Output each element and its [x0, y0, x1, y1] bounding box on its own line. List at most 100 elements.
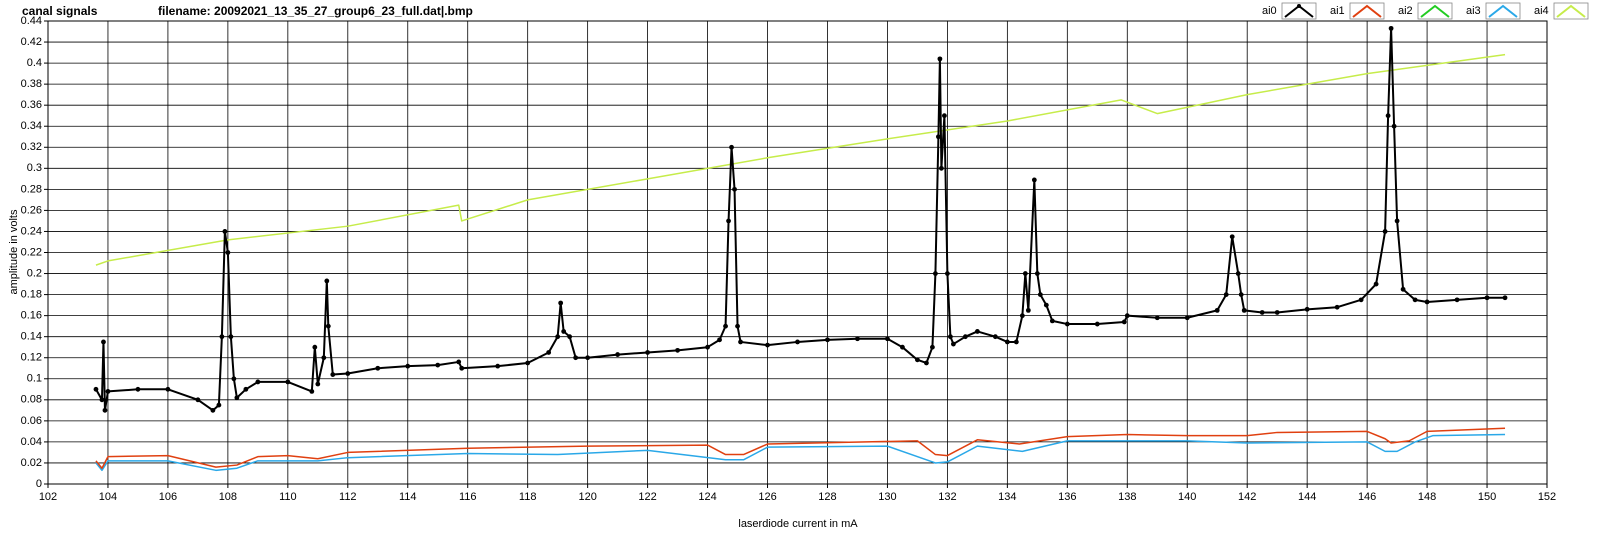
- data-point: [210, 407, 216, 413]
- data-point: [1034, 271, 1040, 276]
- x-tick-label: 114: [399, 491, 417, 503]
- data-point: [312, 344, 318, 350]
- data-point: [555, 334, 561, 340]
- data-point: [1238, 292, 1244, 297]
- data-point: [645, 350, 650, 355]
- data-point: [945, 271, 950, 276]
- series-line: [95, 53, 1506, 266]
- data-point: [1400, 286, 1406, 292]
- y-tick-label: 0.1: [27, 373, 42, 385]
- data-point: [1229, 234, 1235, 240]
- x-tick-label: 152: [1538, 491, 1556, 503]
- data-point: [705, 344, 710, 350]
- x-tick-label: 124: [698, 491, 716, 503]
- x-tick-label: 118: [519, 491, 537, 503]
- x-tick-label: 136: [1058, 491, 1076, 503]
- data-point: [825, 337, 830, 343]
- data-point: [561, 329, 567, 334]
- data-point: [135, 386, 141, 392]
- x-tick-label: 104: [99, 491, 117, 503]
- y-tick-label: 0.42: [21, 36, 42, 48]
- y-tick-label: 0.3: [27, 162, 42, 174]
- x-tick-label: 132: [938, 491, 956, 503]
- y-tick-label: 0.38: [21, 78, 42, 90]
- data-point: [1391, 123, 1397, 129]
- data-point: [1031, 177, 1037, 183]
- data-point: [900, 344, 905, 350]
- y-tick-label: 0.22: [21, 246, 42, 258]
- data-point: [1154, 315, 1160, 321]
- y-tick-label: 0.14: [21, 331, 42, 343]
- data-point: [723, 323, 728, 329]
- x-tick-label: 140: [1178, 491, 1196, 503]
- data-point: [234, 395, 240, 401]
- data-point: [615, 352, 621, 357]
- data-point: [345, 371, 351, 376]
- y-tick-label: 0.08: [21, 394, 42, 406]
- data-point: [285, 379, 291, 385]
- data-point: [309, 389, 315, 394]
- data-point: [735, 323, 740, 329]
- plot-frame: [47, 20, 1548, 485]
- data-point: [1502, 295, 1508, 301]
- series-line: [95, 433, 1506, 472]
- data-point: [573, 355, 579, 361]
- data-point: [101, 339, 106, 345]
- y-tick-label: 0.26: [21, 204, 42, 216]
- data-point: [315, 381, 321, 387]
- legend-icon-box: [1281, 2, 1317, 20]
- data-point: [942, 113, 947, 119]
- legend-label: ai1: [1330, 5, 1345, 17]
- data-point: [726, 218, 731, 224]
- x-tick-label: 108: [219, 491, 237, 503]
- data-point: [729, 144, 734, 150]
- data-point: [1373, 281, 1379, 287]
- y-tick-label: 0.28: [21, 183, 42, 195]
- y-tick-label: 0.44: [21, 15, 42, 27]
- data-point: [1043, 302, 1049, 308]
- legend-icon-marker: [1297, 4, 1301, 8]
- x-tick-label: 106: [159, 491, 177, 503]
- data-point: [324, 278, 330, 284]
- data-point: [1004, 339, 1010, 345]
- data-point: [1484, 295, 1490, 301]
- data-point: [1022, 271, 1028, 276]
- data-point: [1025, 307, 1031, 313]
- data-point: [102, 407, 108, 413]
- data-point: [924, 360, 929, 366]
- data-point: [885, 336, 890, 342]
- y-tick-label: 0.36: [21, 99, 42, 111]
- x-tick-label: 142: [1238, 491, 1256, 503]
- data-point: [936, 134, 941, 140]
- data-point: [1124, 313, 1130, 319]
- data-point: [738, 339, 743, 345]
- data-point: [231, 376, 237, 382]
- data-point: [795, 339, 800, 345]
- x-tick-label: 102: [39, 491, 57, 503]
- data-point: [495, 363, 501, 369]
- x-axis-label: laserdiode current in mA: [738, 518, 858, 530]
- data-point: [219, 334, 225, 340]
- data-point: [546, 350, 552, 355]
- data-point: [1013, 339, 1019, 345]
- x-tick-label: 126: [758, 491, 776, 503]
- data-point: [105, 389, 111, 394]
- data-point: [732, 186, 737, 192]
- data-point: [325, 323, 331, 329]
- data-point: [947, 334, 953, 340]
- data-point: [717, 337, 722, 343]
- data-point: [933, 271, 938, 276]
- y-tick-label: 0.16: [21, 310, 42, 322]
- data-point: [165, 386, 171, 392]
- y-tick-label: 0.2: [27, 267, 42, 279]
- data-point: [992, 334, 998, 340]
- data-point: [567, 334, 573, 340]
- data-point: [435, 362, 441, 368]
- data-point: [1394, 218, 1400, 224]
- x-tick-label: 148: [1418, 491, 1436, 503]
- x-tick-label: 112: [339, 491, 357, 503]
- legend-icon-box: [1553, 2, 1589, 20]
- data-point: [330, 372, 336, 377]
